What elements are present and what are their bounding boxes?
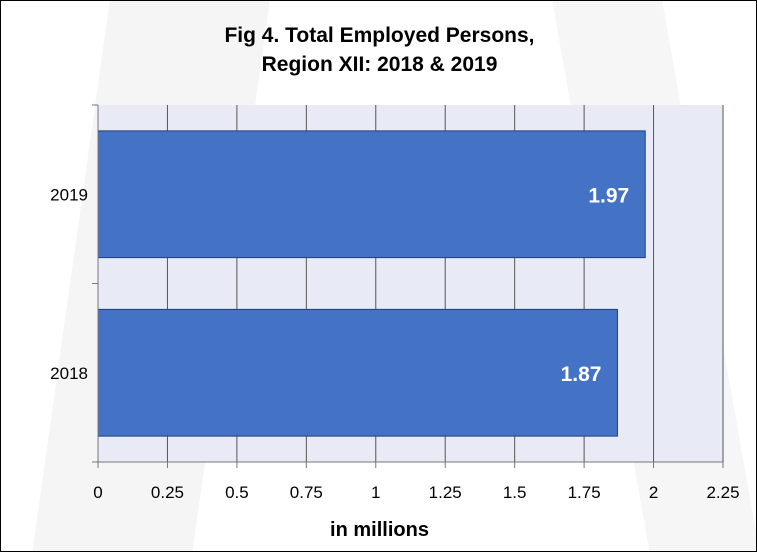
- chart-title-line-1: Fig 4. Total Employed Persons,: [224, 24, 535, 47]
- x-tick-label: 2.25: [706, 483, 739, 502]
- x-tick-label: 1: [371, 483, 380, 502]
- x-axis-title: in millions: [330, 519, 429, 541]
- bars: 1.97 1.87: [97, 130, 646, 437]
- axes: [92, 104, 723, 463]
- x-tick-label: 0.75: [290, 483, 323, 502]
- chart-title: Fig 4. Total Employed Persons, Region XI…: [1, 21, 756, 79]
- x-tick-label: 0: [93, 483, 102, 502]
- x-tick-label: 2: [649, 483, 658, 502]
- y-category-label: 2018: [50, 364, 88, 383]
- y-category-label: 2019: [50, 185, 88, 204]
- chart-title-line-2: Region XII: 2018 & 2019: [261, 53, 498, 76]
- bar-data-label: 1.97: [588, 184, 629, 207]
- x-tick-label: 1.75: [568, 483, 601, 502]
- x-tick-label: 0.25: [151, 483, 184, 502]
- bar-data-label: 1.87: [561, 363, 602, 386]
- x-tick-label: 1.25: [429, 483, 462, 502]
- y-category-labels: 2019 2018: [50, 185, 88, 383]
- bar: [97, 130, 646, 259]
- x-tick-labels: 0 0.25 0.5 0.75 1 1.25 1.5 1.75 2 2.25: [93, 483, 739, 502]
- x-tick-label: 1.5: [503, 483, 527, 502]
- x-tick-label: 0.5: [225, 483, 249, 502]
- bar: [97, 308, 618, 437]
